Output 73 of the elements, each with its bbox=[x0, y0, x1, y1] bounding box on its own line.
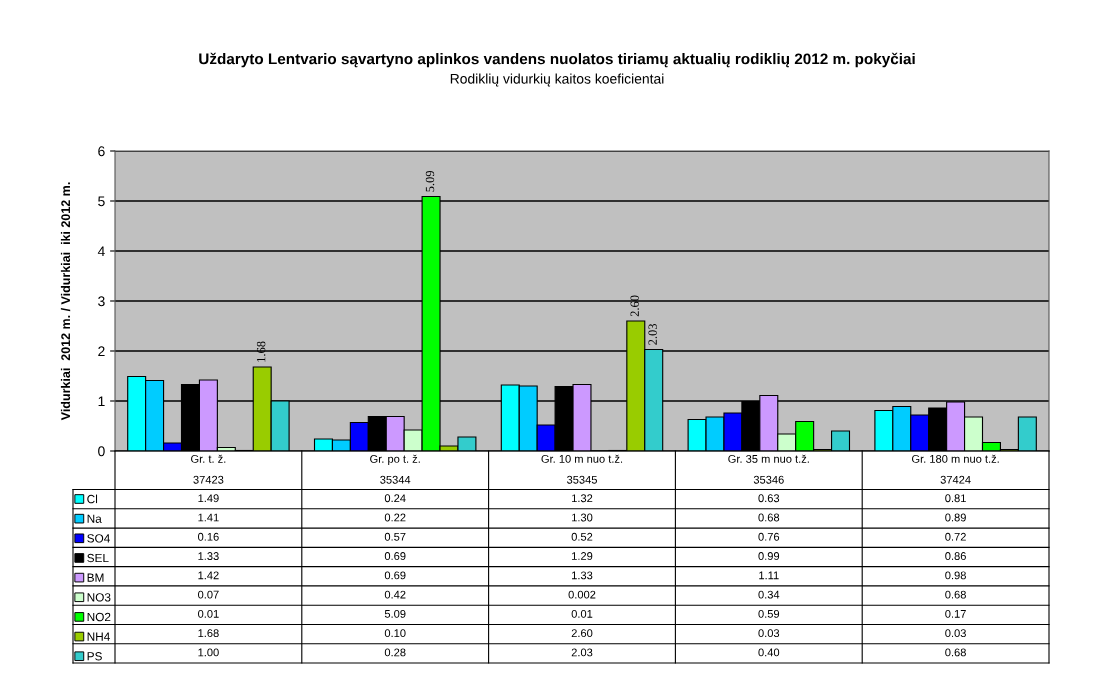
annotation: 5.09 bbox=[425, 170, 435, 192]
data-label: 0.16 bbox=[198, 532, 219, 541]
annotation: 2.60 bbox=[630, 295, 639, 317]
data-label: 1.33 bbox=[572, 571, 593, 580]
data-label: 0.01 bbox=[571, 609, 593, 618]
data-label: 1.33 bbox=[198, 552, 219, 560]
data-label: 0.69 bbox=[384, 552, 406, 560]
data-label: 1.41 bbox=[198, 513, 219, 522]
data-label: 0.72 bbox=[945, 532, 966, 541]
data-label: 1.00 bbox=[198, 648, 219, 657]
data-label: 0.69 bbox=[384, 571, 406, 580]
data-label: 0.17 bbox=[945, 609, 966, 618]
legend-label: NO3 bbox=[87, 593, 111, 602]
annotation: 2.03 bbox=[648, 323, 657, 345]
legend-label: NH4 bbox=[87, 632, 110, 641]
data-label: 1.68 bbox=[198, 629, 219, 638]
data-label: 1.42 bbox=[198, 571, 219, 580]
y-tick-label: 2 bbox=[98, 346, 105, 357]
data-label: 2.60 bbox=[571, 629, 593, 638]
chart-subtitle: Rodiklių vidurkių kaitos koeficientai bbox=[450, 73, 664, 87]
data-label: 0.07 bbox=[198, 590, 219, 599]
data-label: 0.24 bbox=[384, 494, 406, 503]
data-label: 0.98 bbox=[945, 571, 966, 580]
data-label: 0.86 bbox=[945, 552, 966, 560]
y-tick-label: 4 bbox=[97, 246, 105, 257]
data-label: 0.01 bbox=[198, 609, 219, 618]
data-label: 1.49 bbox=[198, 494, 219, 503]
y-axis-title: Vidurkiai 2012 m. / Vidurkiai iki 2012 m. bbox=[60, 182, 71, 421]
annotation: 1.68 bbox=[256, 341, 266, 362]
legend-label: Na bbox=[87, 514, 102, 523]
data-label: 0.76 bbox=[758, 532, 780, 541]
data-label: 0.28 bbox=[384, 648, 406, 657]
y-tick-label: 3 bbox=[98, 296, 105, 307]
y-tick-label: 0 bbox=[98, 446, 105, 457]
data-label: 0.002 bbox=[568, 590, 596, 599]
data-label: 0.52 bbox=[571, 532, 593, 541]
data-label: 0.22 bbox=[384, 513, 406, 522]
data-label: 2.03 bbox=[571, 648, 593, 657]
data-label: 0.57 bbox=[384, 532, 406, 541]
data-label: 0.03 bbox=[758, 629, 780, 638]
y-tick-label: 1 bbox=[98, 396, 105, 407]
data-label: 0.03 bbox=[945, 629, 966, 638]
data-label: 0.68 bbox=[945, 648, 966, 657]
y-tick-label: 6 bbox=[98, 146, 105, 157]
legend-label: BM bbox=[87, 573, 104, 582]
data-label: 5.09 bbox=[384, 609, 406, 618]
x-tick-label: Gr. 10 m nuo t.ž. 35345 bbox=[541, 454, 623, 484]
data-label: 1.30 bbox=[572, 513, 593, 522]
y-tick-label: 5 bbox=[98, 196, 105, 207]
x-tick-label: Gr. po t. ž. 35344 bbox=[370, 454, 420, 484]
legend-label: SEL bbox=[87, 553, 109, 563]
data-label: 0.68 bbox=[758, 513, 780, 522]
data-label: 0.63 bbox=[758, 494, 780, 503]
data-label: 0.68 bbox=[945, 590, 966, 599]
data-label: 0.89 bbox=[945, 513, 966, 522]
data-label: 1.32 bbox=[572, 494, 593, 503]
legend-label: PS bbox=[87, 652, 102, 661]
legend-label: Cl bbox=[87, 494, 98, 504]
x-tick-label: Gr. t. ž. 37423 bbox=[191, 454, 226, 484]
data-label: 0.34 bbox=[758, 590, 780, 599]
chart-title: Uždaryto Lentvario sąvartyno aplinkos vandens nuolatos tiriamų aktualių rodiklių 2012 m. pokyčiai bbox=[199, 52, 915, 68]
x-tick-label: Gr. 35 m nuo t.ž. 35346 bbox=[728, 454, 809, 484]
data-label: 0.99 bbox=[758, 552, 780, 560]
legend-label: SO4 bbox=[87, 534, 110, 543]
x-tick-label: Gr. 180 m nuo t.ž. 37424 bbox=[912, 454, 999, 484]
data-label: 1.11 bbox=[759, 571, 779, 580]
data-label: 0.10 bbox=[384, 629, 406, 638]
legend-label: NO2 bbox=[87, 612, 111, 622]
data-label: 0.40 bbox=[758, 648, 780, 657]
data-label: 0.81 bbox=[945, 494, 966, 503]
data-label: 0.59 bbox=[758, 609, 780, 618]
data-label: 0.42 bbox=[384, 590, 406, 599]
data-label: 1.29 bbox=[572, 552, 593, 560]
